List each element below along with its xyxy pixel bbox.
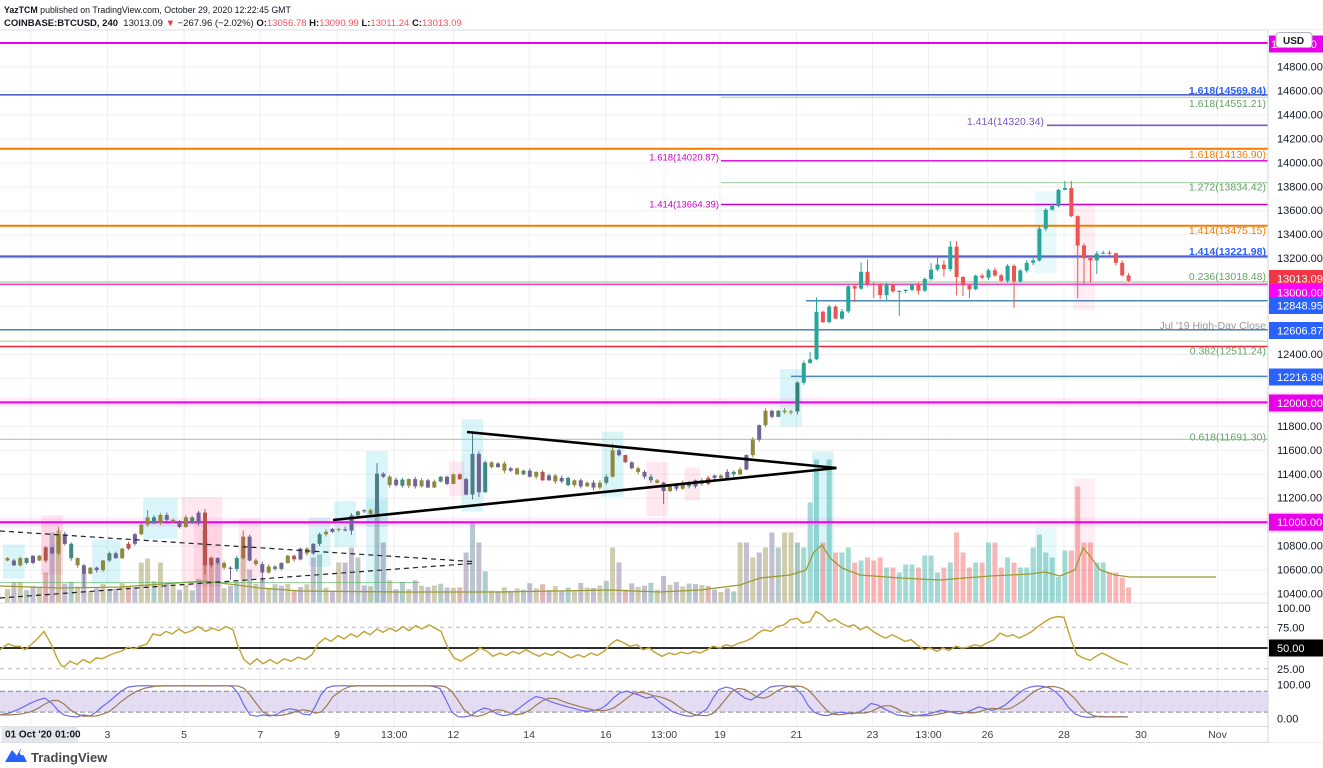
svg-text:13013.09: 13013.09 — [1277, 273, 1323, 285]
svg-text:25.00: 25.00 — [1277, 664, 1305, 676]
svg-text:16: 16 — [600, 729, 612, 741]
svg-text:1.618(14551.21): 1.618(14551.21) — [1189, 98, 1266, 110]
svg-text:13000.00: 13000.00 — [1277, 287, 1323, 299]
svg-text:Jul '19 High-Day Close: Jul '19 High-Day Close — [1160, 320, 1267, 332]
svg-text:14000.00: 14000.00 — [1277, 157, 1323, 169]
svg-text:28: 28 — [1058, 729, 1070, 741]
svg-text:100.00: 100.00 — [1277, 679, 1311, 691]
svg-text:50.00: 50.00 — [1277, 643, 1305, 655]
svg-text:14600.00: 14600.00 — [1277, 85, 1323, 97]
svg-text:14800.00: 14800.00 — [1277, 62, 1323, 74]
svg-text:0.00: 0.00 — [1277, 714, 1298, 726]
svg-text:30: 30 — [1135, 729, 1147, 741]
svg-text:0.618(11691.30): 0.618(11691.30) — [1190, 432, 1266, 444]
svg-text:13800.00: 13800.00 — [1277, 181, 1323, 193]
svg-text:10800.00: 10800.00 — [1277, 541, 1323, 553]
svg-text:12000.00: 12000.00 — [1277, 398, 1323, 410]
svg-text:1.272(13834.42): 1.272(13834.42) — [1189, 182, 1266, 194]
svg-text:11600.00: 11600.00 — [1277, 445, 1322, 457]
svg-text:10600.00: 10600.00 — [1277, 565, 1323, 577]
svg-text:1.414(13664.39): 1.414(13664.39) — [649, 200, 719, 211]
svg-text:100.00: 100.00 — [1277, 603, 1311, 615]
svg-text:01 Oct '20: 01 Oct '20 — [5, 730, 52, 741]
svg-text:3: 3 — [104, 729, 110, 741]
svg-text:0.236(13018.48): 0.236(13018.48) — [1189, 271, 1266, 283]
svg-text:12400.00: 12400.00 — [1277, 349, 1323, 361]
svg-text:12848.95: 12848.95 — [1277, 300, 1323, 312]
svg-text:11000.00: 11000.00 — [1277, 517, 1322, 529]
svg-text:13:00: 13:00 — [651, 729, 677, 741]
svg-text:13200.00: 13200.00 — [1277, 253, 1323, 265]
svg-text:14200.00: 14200.00 — [1277, 133, 1323, 145]
svg-text:13400.00: 13400.00 — [1277, 229, 1323, 241]
svg-text:11800.00: 11800.00 — [1277, 421, 1322, 433]
svg-text:13:00: 13:00 — [915, 729, 941, 741]
svg-text:TradingView: TradingView — [31, 750, 108, 765]
svg-text:26: 26 — [982, 729, 994, 741]
svg-text:13600.00: 13600.00 — [1277, 205, 1323, 217]
svg-text:12: 12 — [448, 729, 460, 741]
svg-text:9: 9 — [334, 729, 340, 741]
svg-text:10400.00: 10400.00 — [1277, 589, 1323, 601]
svg-text:11400.00: 11400.00 — [1277, 469, 1322, 481]
svg-text:13:00: 13:00 — [381, 729, 407, 741]
svg-text:USD: USD — [1283, 36, 1304, 47]
svg-text:75.00: 75.00 — [1277, 623, 1305, 635]
svg-text:12216.89: 12216.89 — [1277, 372, 1323, 384]
svg-text:1.618(14136.90): 1.618(14136.90) — [1189, 149, 1266, 161]
svg-text:01:00: 01:00 — [55, 730, 81, 741]
svg-text:21: 21 — [791, 729, 803, 741]
svg-text:Nov: Nov — [1208, 729, 1227, 741]
svg-text:1.618(14569.84): 1.618(14569.84) — [1189, 85, 1266, 97]
svg-text:1.414(13221.98): 1.414(13221.98) — [1189, 246, 1266, 258]
svg-text:19: 19 — [714, 729, 726, 741]
svg-text:12606.87: 12606.87 — [1277, 325, 1323, 337]
svg-text:14: 14 — [523, 729, 535, 741]
svg-text:7: 7 — [257, 729, 263, 741]
svg-text:1.414(14320.34): 1.414(14320.34) — [967, 116, 1044, 128]
svg-text:23: 23 — [867, 729, 879, 741]
svg-text:0.382(12511.24): 0.382(12511.24) — [1190, 345, 1266, 357]
svg-text:14400.00: 14400.00 — [1277, 109, 1323, 121]
svg-text:5: 5 — [181, 729, 187, 741]
svg-text:1.414(13475.15): 1.414(13475.15) — [1189, 225, 1266, 237]
svg-text:11200.00: 11200.00 — [1277, 493, 1322, 505]
svg-text:1.618(14020.87): 1.618(14020.87) — [649, 153, 719, 164]
